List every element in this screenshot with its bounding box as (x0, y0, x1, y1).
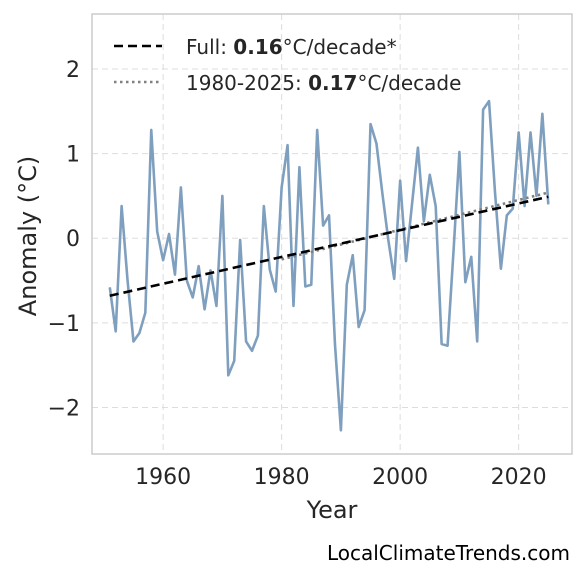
y-tick-label: −2 (48, 396, 80, 421)
y-tick-label: −1 (48, 312, 80, 337)
x-axis-label: Year (306, 496, 358, 524)
x-tick-label: 1980 (254, 465, 310, 490)
x-tick-labels: 1960 1980 2000 2020 (135, 465, 547, 490)
y-tick-label: 2 (66, 58, 80, 83)
y-tick-label: 1 (66, 143, 80, 168)
y-axis-label: Anomaly (°C) (14, 156, 42, 316)
series-line-anomaly (108, 99, 550, 432)
grid-lines (92, 14, 572, 454)
series-line-full-trend (109, 195, 549, 298)
legend: Full: 0.16°C/decade* 1980-2025: 0.17°C/d… (114, 35, 461, 95)
series-line-recent-trend (281, 191, 549, 261)
x-tick-label: 1960 (135, 465, 191, 490)
y-tick-label: 0 (66, 227, 80, 252)
x-tick-label: 2020 (491, 465, 547, 490)
watermark-text: LocalClimateTrends.com (327, 541, 570, 565)
y-tick-labels: −2 −1 0 1 2 (48, 58, 80, 421)
x-tick-label: 2000 (372, 465, 428, 490)
legend-label-full-trend: Full: 0.16°C/decade* (186, 35, 397, 59)
series-layer (108, 99, 550, 432)
plot-frame (91, 13, 573, 455)
legend-label-recent-trend: 1980-2025: 0.17°C/decade (186, 71, 461, 95)
